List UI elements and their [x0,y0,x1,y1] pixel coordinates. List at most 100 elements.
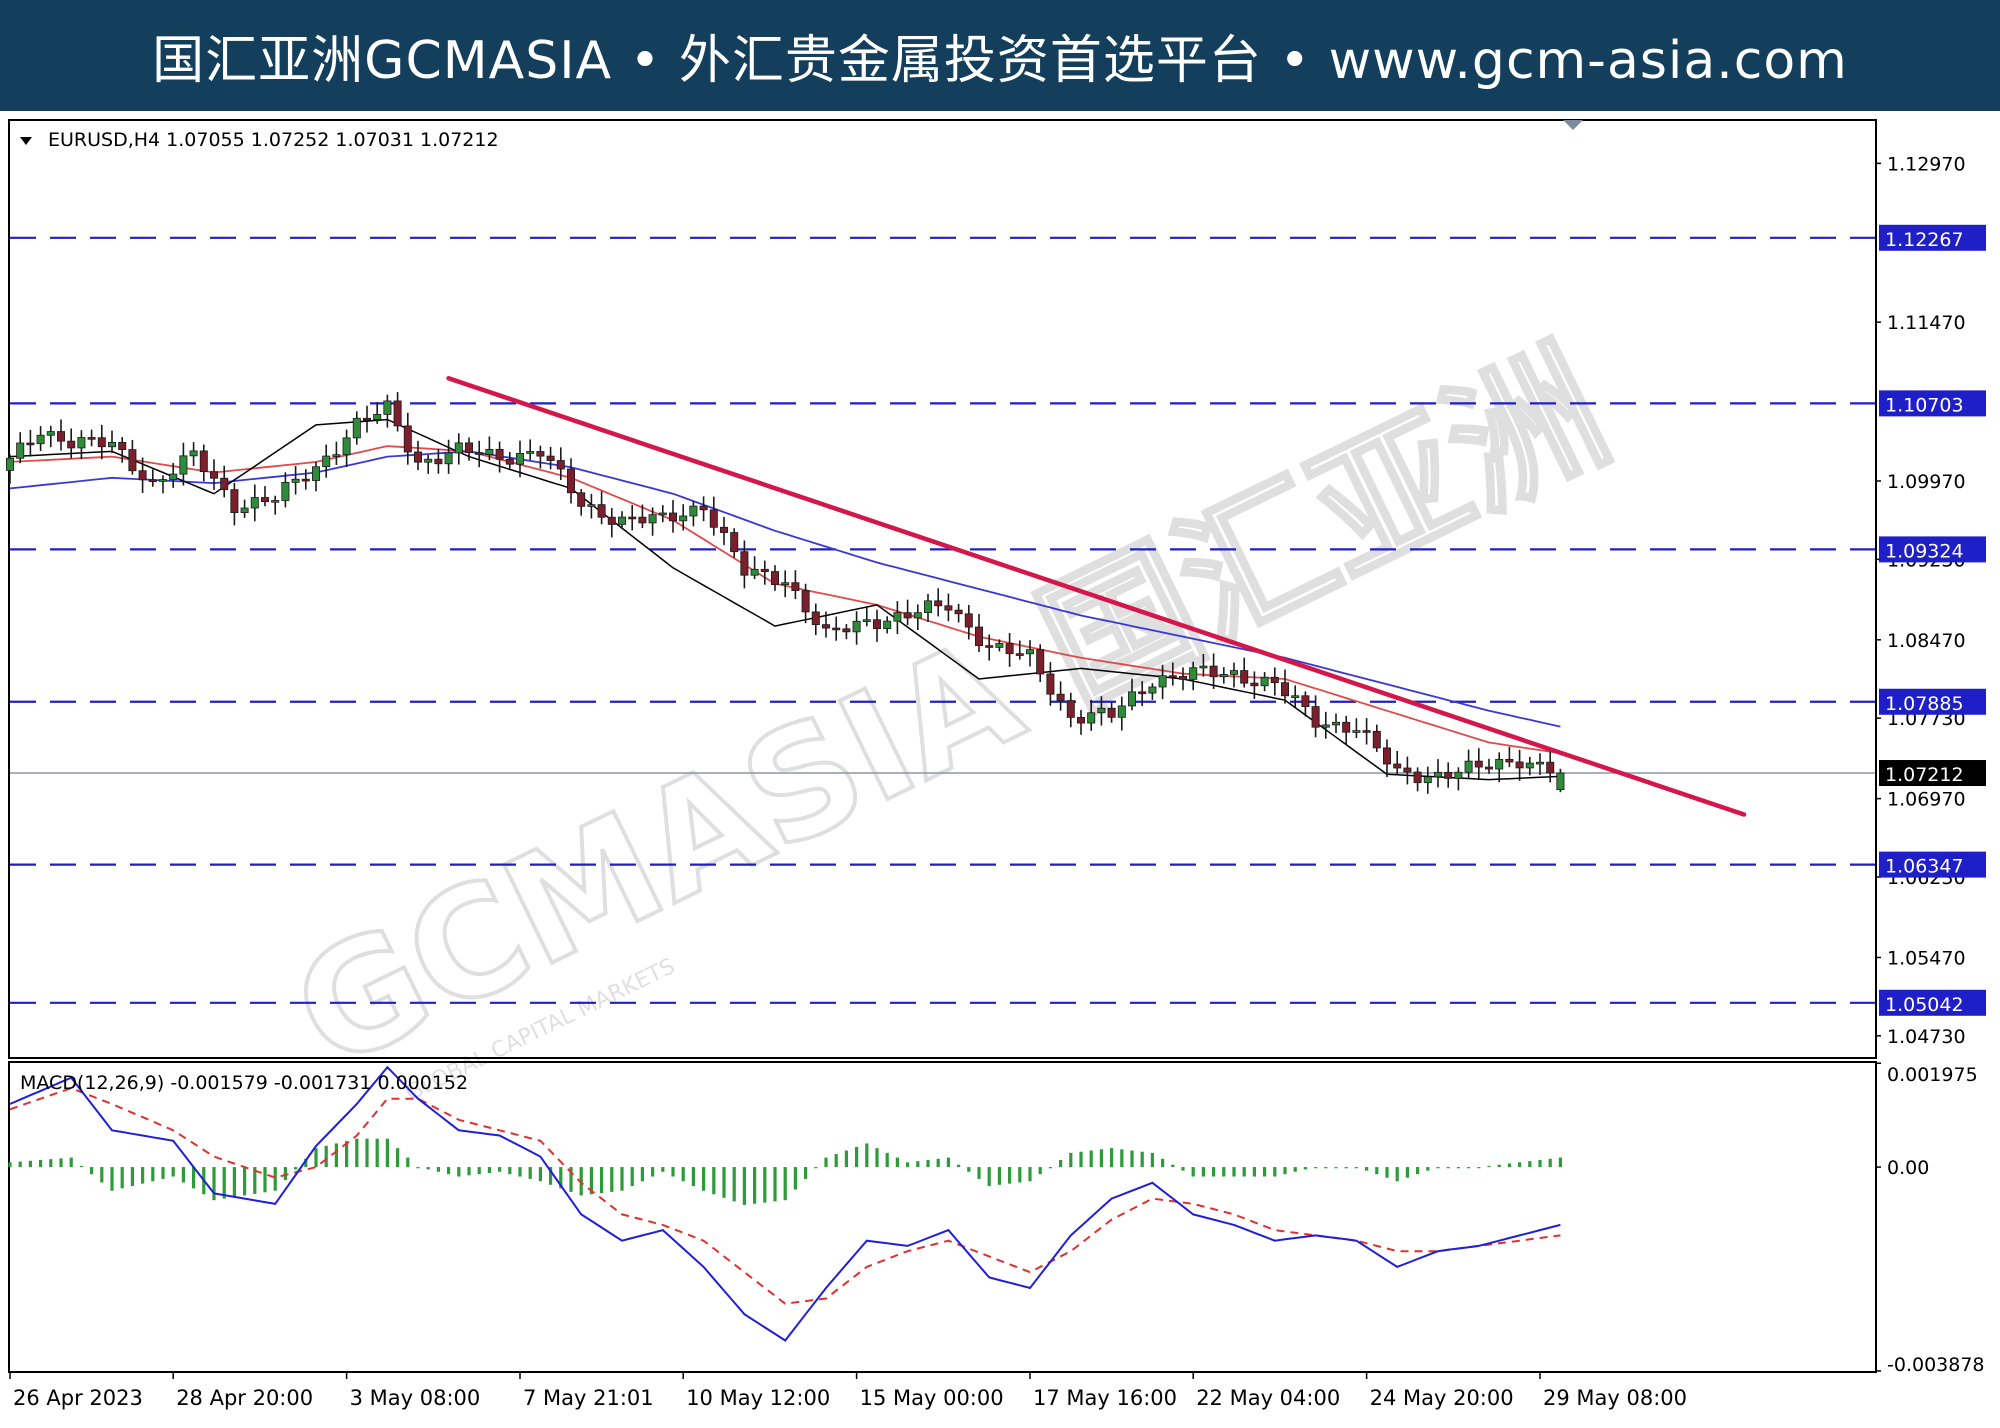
macd-histogram-bar [651,1167,655,1177]
candle-body [567,468,576,494]
macd-histogram-bar [508,1167,512,1175]
candle-body [158,479,167,482]
candle-body [1128,691,1137,707]
candle-body [240,507,249,513]
time-axis-tick-label: 17 May 16:00 [1033,1386,1177,1410]
candle-body [1454,771,1463,779]
time-axis-tick-label: 26 Apr 2023 [13,1386,143,1410]
price-axis-tick-label: 1.05470 [1887,947,1966,969]
candle-body [1505,758,1514,763]
macd-histogram-bar [763,1167,767,1203]
macd-histogram-bar [967,1167,971,1172]
macd-histogram-bar [467,1167,471,1176]
macd-histogram-bar [1212,1167,1216,1177]
macd-histogram-bar [222,1167,226,1199]
price-axis-tick-label: 1.08470 [1887,630,1966,652]
candle-body [291,478,300,483]
level-price-label-box [1879,688,1986,715]
candle-body [1546,761,1555,774]
candle-body [332,454,341,457]
macd-histogram-bar [487,1167,491,1173]
macd-histogram-bar [702,1167,706,1191]
time-axis-tick-label: 29 May 08:00 [1543,1386,1687,1410]
candle-body [556,460,565,470]
candle-body [26,442,35,446]
candle-body [964,613,973,628]
banner-title: 国汇亚洲GCMASIA • 外汇贵金属投资首选平台 • www.gcm-asia… [152,31,1848,91]
candle-body [301,478,310,482]
candle-body [1250,682,1259,687]
candle-body [924,600,933,614]
candle-body [485,448,494,455]
candle-body [464,442,473,454]
macd-histogram-bar [946,1157,950,1168]
candle-body [1332,721,1341,726]
candle-body [1168,675,1177,678]
candle-body [1117,705,1126,718]
candle-body [669,512,678,522]
candle-body [505,458,514,465]
candle-body [1393,763,1402,769]
macd-histogram-bar [1059,1159,1063,1168]
macd-histogram-bar [987,1167,991,1186]
macd-histogram-bar [283,1167,287,1181]
macd-histogram-bar [977,1167,981,1179]
macd-histogram-bar [151,1167,155,1182]
macd-histogram-bar [1201,1167,1205,1177]
moving-average-line [9,450,1561,728]
candle-body [1291,695,1300,698]
candle-body [1474,760,1483,768]
candle-body [760,568,769,572]
macd-histogram-bar [906,1162,910,1168]
candle-body [536,451,545,457]
macd-histogram-bar [538,1167,542,1182]
macd-histogram-bar [1252,1167,1256,1177]
candle-body [383,400,392,415]
candle-body [434,458,443,465]
macd-histogram-bar [396,1148,400,1168]
candle-body [720,526,729,533]
macd-histogram-bar [1528,1161,1532,1168]
candle-body [352,417,361,439]
macd-histogram-bar [161,1167,165,1179]
candle-body [1260,676,1269,687]
candle-body [771,571,780,586]
candle-body [862,619,871,622]
macd-histogram-bar [1324,1167,1328,1169]
candle-body [1097,707,1106,714]
candle-body [108,441,117,448]
candle-body [1148,686,1157,694]
candle-body [1077,716,1086,724]
macd-histogram-bar [334,1143,338,1168]
macd-signal-line [9,1087,1561,1305]
candle-body [730,532,739,553]
macd-histogram-bar [1079,1151,1083,1168]
candle-body [811,611,820,626]
macd-histogram-bar [79,1165,83,1168]
level-price-label: 1.07885 [1885,693,1964,715]
macd-histogram-bar [855,1146,859,1168]
macd-histogram-bar [457,1167,461,1177]
candle-body [475,452,484,455]
macd-histogram-bar [1069,1152,1073,1168]
trendline [446,376,1747,817]
time-axis-tick-label: 10 May 12:00 [686,1386,830,1410]
candle-body [791,582,800,591]
macd-histogram-bar [436,1167,440,1172]
macd-histogram-bar [804,1167,808,1179]
dropdown-triangle-icon[interactable] [20,137,32,145]
candle-body [1495,758,1504,770]
level-price-label-box [1879,390,1986,417]
chart-shift-marker-icon[interactable] [1563,120,1583,130]
macd-histogram-bar [742,1167,746,1205]
candle-body [1199,665,1208,669]
level-price-label: 1.10703 [1885,394,1964,416]
candle-body [1066,700,1075,718]
macd-histogram-bar [630,1167,634,1186]
level-price-label: 1.05042 [1885,994,1964,1016]
candle-body [985,645,994,648]
macd-histogram-bar [620,1167,624,1191]
macd-histogram-bar [1140,1151,1144,1168]
macd-histogram-bar [569,1167,573,1192]
macd-histogram-bar [640,1167,644,1182]
